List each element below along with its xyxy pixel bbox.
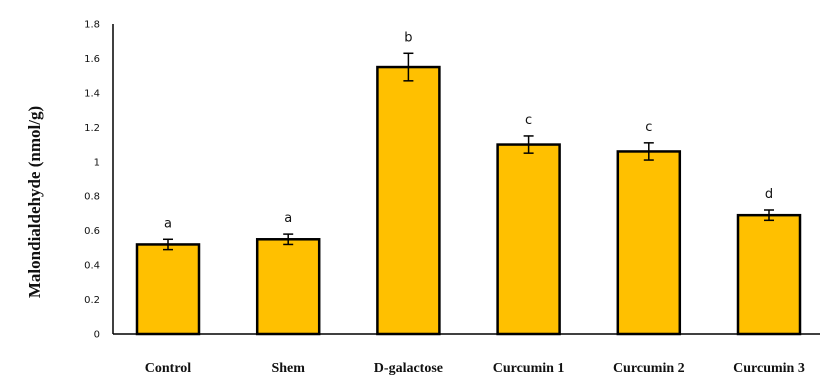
y-tick-label: 0 <box>94 330 100 341</box>
bar <box>135 243 201 336</box>
bars <box>135 65 802 336</box>
error-bar <box>403 52 414 82</box>
bar <box>255 238 321 336</box>
y-ticks: 0 0.2 0.4 0.6 0.8 1 1.2 1.4 1.6 1.8 <box>84 20 100 341</box>
axes <box>112 24 820 335</box>
significance-label: d <box>765 187 773 202</box>
error-bar <box>523 135 534 154</box>
significance-label: b <box>404 30 412 45</box>
error-bar <box>643 142 654 161</box>
x-tick-label: Control <box>145 361 192 376</box>
bar <box>616 150 682 336</box>
y-tick-label: 1.2 <box>84 123 100 134</box>
significance-label: a <box>284 211 292 226</box>
bar <box>736 213 802 336</box>
x-tick-label: Curcumin 3 <box>733 361 805 376</box>
x-tick-label: D-galactose <box>374 361 443 376</box>
y-tick-label: 0.2 <box>84 295 100 306</box>
error-bar <box>163 238 173 251</box>
error-bars <box>163 52 774 251</box>
y-tick-label: 0.8 <box>84 192 100 203</box>
x-tick-label: Curcumin 1 <box>493 361 565 376</box>
y-tick-label: 0.6 <box>84 226 100 237</box>
error-bar <box>283 233 294 246</box>
y-tick-label: 1.8 <box>84 20 100 31</box>
x-tick-label: Shem <box>271 361 305 376</box>
bar <box>496 143 561 336</box>
significance-label: c <box>645 120 652 135</box>
bar <box>376 65 441 336</box>
x-tick-label: Curcumin 2 <box>613 361 685 376</box>
y-tick-label: 1.6 <box>84 54 100 65</box>
x-tick-labels: Control Shem D-galactose Curcumin 1 Curcumin… <box>145 361 805 376</box>
significance-label: c <box>525 113 532 128</box>
y-tick-label: 0.4 <box>84 261 100 272</box>
y-tick-label: 1.4 <box>84 88 100 99</box>
error-bar <box>764 209 774 222</box>
y-tick-label: 1 <box>94 157 100 168</box>
significance-label: a <box>164 216 172 231</box>
significance-labels: a a b c c d <box>164 30 773 231</box>
y-axis-label: Malondialdehyde (nmol/g) <box>25 106 44 298</box>
